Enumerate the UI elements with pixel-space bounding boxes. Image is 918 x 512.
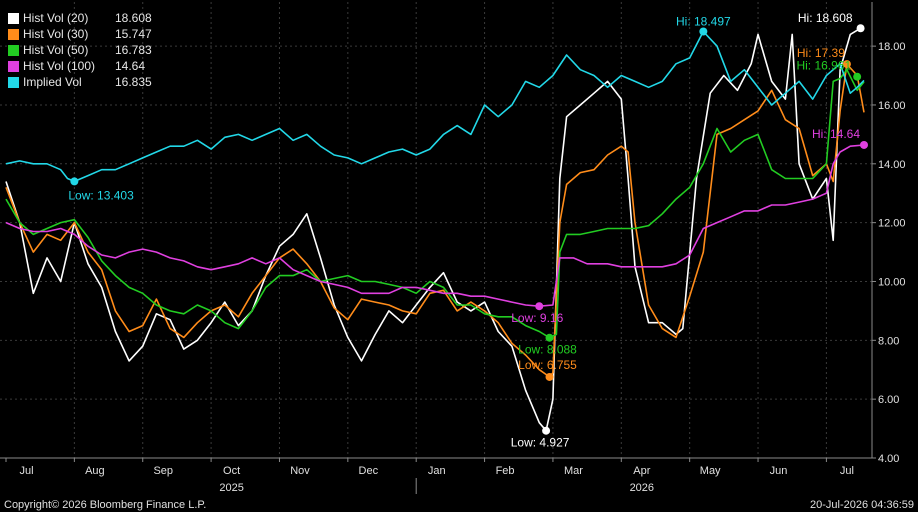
- timestamp-text: 20-Jul-2026 04:36:59: [810, 499, 914, 511]
- annotation-label: Low: 9.16: [511, 311, 563, 325]
- annotations: Low: 4.927 Hi: 18.608 Low: 6.755 Hi: 17.39 L…: [68, 11, 868, 450]
- annotation-label: Hi: 18.608: [798, 11, 853, 25]
- copyright-text: Copyright© 2026 Bloomberg Finance L.P.: [4, 499, 207, 511]
- month-label: Apr: [633, 465, 650, 477]
- legend-item: Hist Vol (30) 15.747: [8, 26, 152, 42]
- month-label: Dec: [359, 465, 379, 477]
- month-label: Nov: [290, 465, 310, 477]
- y-tick-label: 12.00: [878, 218, 906, 230]
- legend-series-name: Hist Vol (100): [23, 59, 96, 73]
- annotation-label: Low: 4.927: [511, 436, 570, 450]
- annotation-label: Hi: 18.497: [676, 15, 731, 29]
- annotation-dot: [860, 140, 868, 149]
- y-tick-label: 10.00: [878, 276, 906, 288]
- annotation-label: Hi: 14.64: [812, 127, 860, 141]
- axes: 4.00 6.00 8.00 10.00 12.00 14.00 16.00 18.00 Jul…: [0, 2, 906, 494]
- month-label: Sep: [153, 465, 173, 477]
- legend-series-value: 18.608: [115, 11, 152, 25]
- annotation-label: Low: 6.755: [518, 358, 577, 372]
- month-label: Mar: [564, 465, 583, 477]
- legend-item: Hist Vol (100) 14.64: [8, 58, 152, 74]
- series-line: [5, 144, 865, 307]
- year-label: 2026: [630, 482, 654, 494]
- series-line: [5, 30, 865, 183]
- legend-series-name: Hist Vol (50): [23, 43, 89, 57]
- annotation-label: Low: 13.403: [68, 188, 134, 202]
- legend-swatch: [8, 12, 19, 24]
- annotation-label: Low: 8.088: [518, 343, 577, 357]
- annotation-dot: [545, 333, 554, 342]
- legend-series-name: Implied Vol: [23, 75, 82, 89]
- annotation-label: Hi: 16.961: [796, 59, 851, 73]
- y-tick-label: 4.00: [878, 453, 899, 465]
- series-line: [5, 68, 865, 339]
- legend-series-value: 16.783: [115, 43, 152, 57]
- series-line: [5, 63, 865, 378]
- month-label: Aug: [85, 465, 105, 477]
- y-tick-label: 18.00: [878, 41, 906, 53]
- legend-series-value: 14.64: [115, 59, 146, 73]
- legend: Hist Vol (20) 18.608 Hist Vol (30) 15.747 Hi…: [8, 10, 152, 90]
- annotation-dot: [856, 24, 865, 33]
- grid: [0, 2, 872, 459]
- legend-series-name: Hist Vol (30): [23, 27, 89, 41]
- annotation-dot: [699, 27, 708, 36]
- annotation-label: Hi: 17.39: [797, 46, 845, 60]
- month-label: Jun: [770, 465, 788, 477]
- y-tick-label: 14.00: [878, 159, 906, 171]
- month-label: Jul: [19, 465, 33, 477]
- month-label: Feb: [496, 465, 515, 477]
- legend-item: Hist Vol (20) 18.608: [8, 10, 152, 26]
- y-tick-label: 6.00: [878, 394, 899, 406]
- legend-series-value: 15.747: [115, 27, 152, 41]
- annotation-dot: [542, 426, 551, 435]
- legend-swatch: [8, 44, 19, 56]
- legend-series-value: 16.835: [115, 75, 152, 89]
- annotation-dot: [545, 372, 554, 381]
- month-label: May: [700, 465, 721, 477]
- legend-swatch: [8, 60, 19, 72]
- legend-item: Hist Vol (50) 16.783: [8, 42, 152, 58]
- legend-swatch: [8, 76, 19, 88]
- legend-swatch: [8, 28, 19, 40]
- y-tick-label: 8.00: [878, 335, 899, 347]
- month-label: Jan: [428, 465, 446, 477]
- year-label: 2025: [219, 482, 243, 494]
- annotation-dot: [70, 177, 79, 186]
- month-label: Jul: [840, 465, 854, 477]
- legend-series-name: Hist Vol (20): [23, 11, 89, 25]
- legend-item: Implied Vol 16.835: [8, 74, 152, 90]
- y-tick-label: 16.00: [878, 100, 906, 112]
- series-lines: [5, 27, 865, 432]
- annotation-dot: [842, 60, 851, 69]
- annotation-dot: [853, 72, 862, 81]
- annotation-dot: [535, 302, 544, 311]
- month-label: Oct: [223, 465, 240, 477]
